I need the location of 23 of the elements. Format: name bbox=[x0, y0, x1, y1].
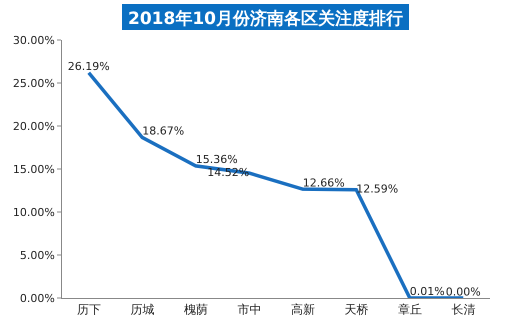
y-tick-label: 0.00% bbox=[20, 292, 55, 305]
x-tick-label: 槐荫 bbox=[184, 302, 208, 316]
y-tick-label: 15.00% bbox=[12, 162, 55, 176]
y-tick-label: 30.00% bbox=[12, 34, 55, 47]
x-tick-label: 章丘 bbox=[398, 302, 422, 316]
y-tick-label: 10.00% bbox=[12, 206, 55, 219]
x-tick-label: 历城 bbox=[130, 302, 154, 316]
y-tick-label: 20.00% bbox=[12, 120, 55, 133]
data-label: 15.36% bbox=[196, 153, 238, 166]
data-label: 18.67% bbox=[142, 124, 184, 138]
data-label: 12.59% bbox=[356, 182, 398, 196]
x-tick-label: 历下 bbox=[76, 302, 101, 316]
y-tick-label: 5.00% bbox=[20, 248, 55, 262]
x-tick-label: 市中 bbox=[237, 302, 262, 316]
x-tick-label: 高新 bbox=[290, 302, 315, 316]
data-label: 0.00% bbox=[446, 285, 481, 298]
x-tick-label: 天桥 bbox=[344, 302, 368, 316]
data-label: 12.66% bbox=[302, 176, 345, 190]
data-label: 0.01% bbox=[410, 285, 445, 298]
chart-title: 2018年10月份济南各区关注度排行 bbox=[122, 4, 409, 33]
data-label: 26.19% bbox=[68, 60, 110, 74]
x-tick-label: 长清 bbox=[451, 302, 476, 316]
y-tick-label: 25.00% bbox=[12, 76, 55, 90]
